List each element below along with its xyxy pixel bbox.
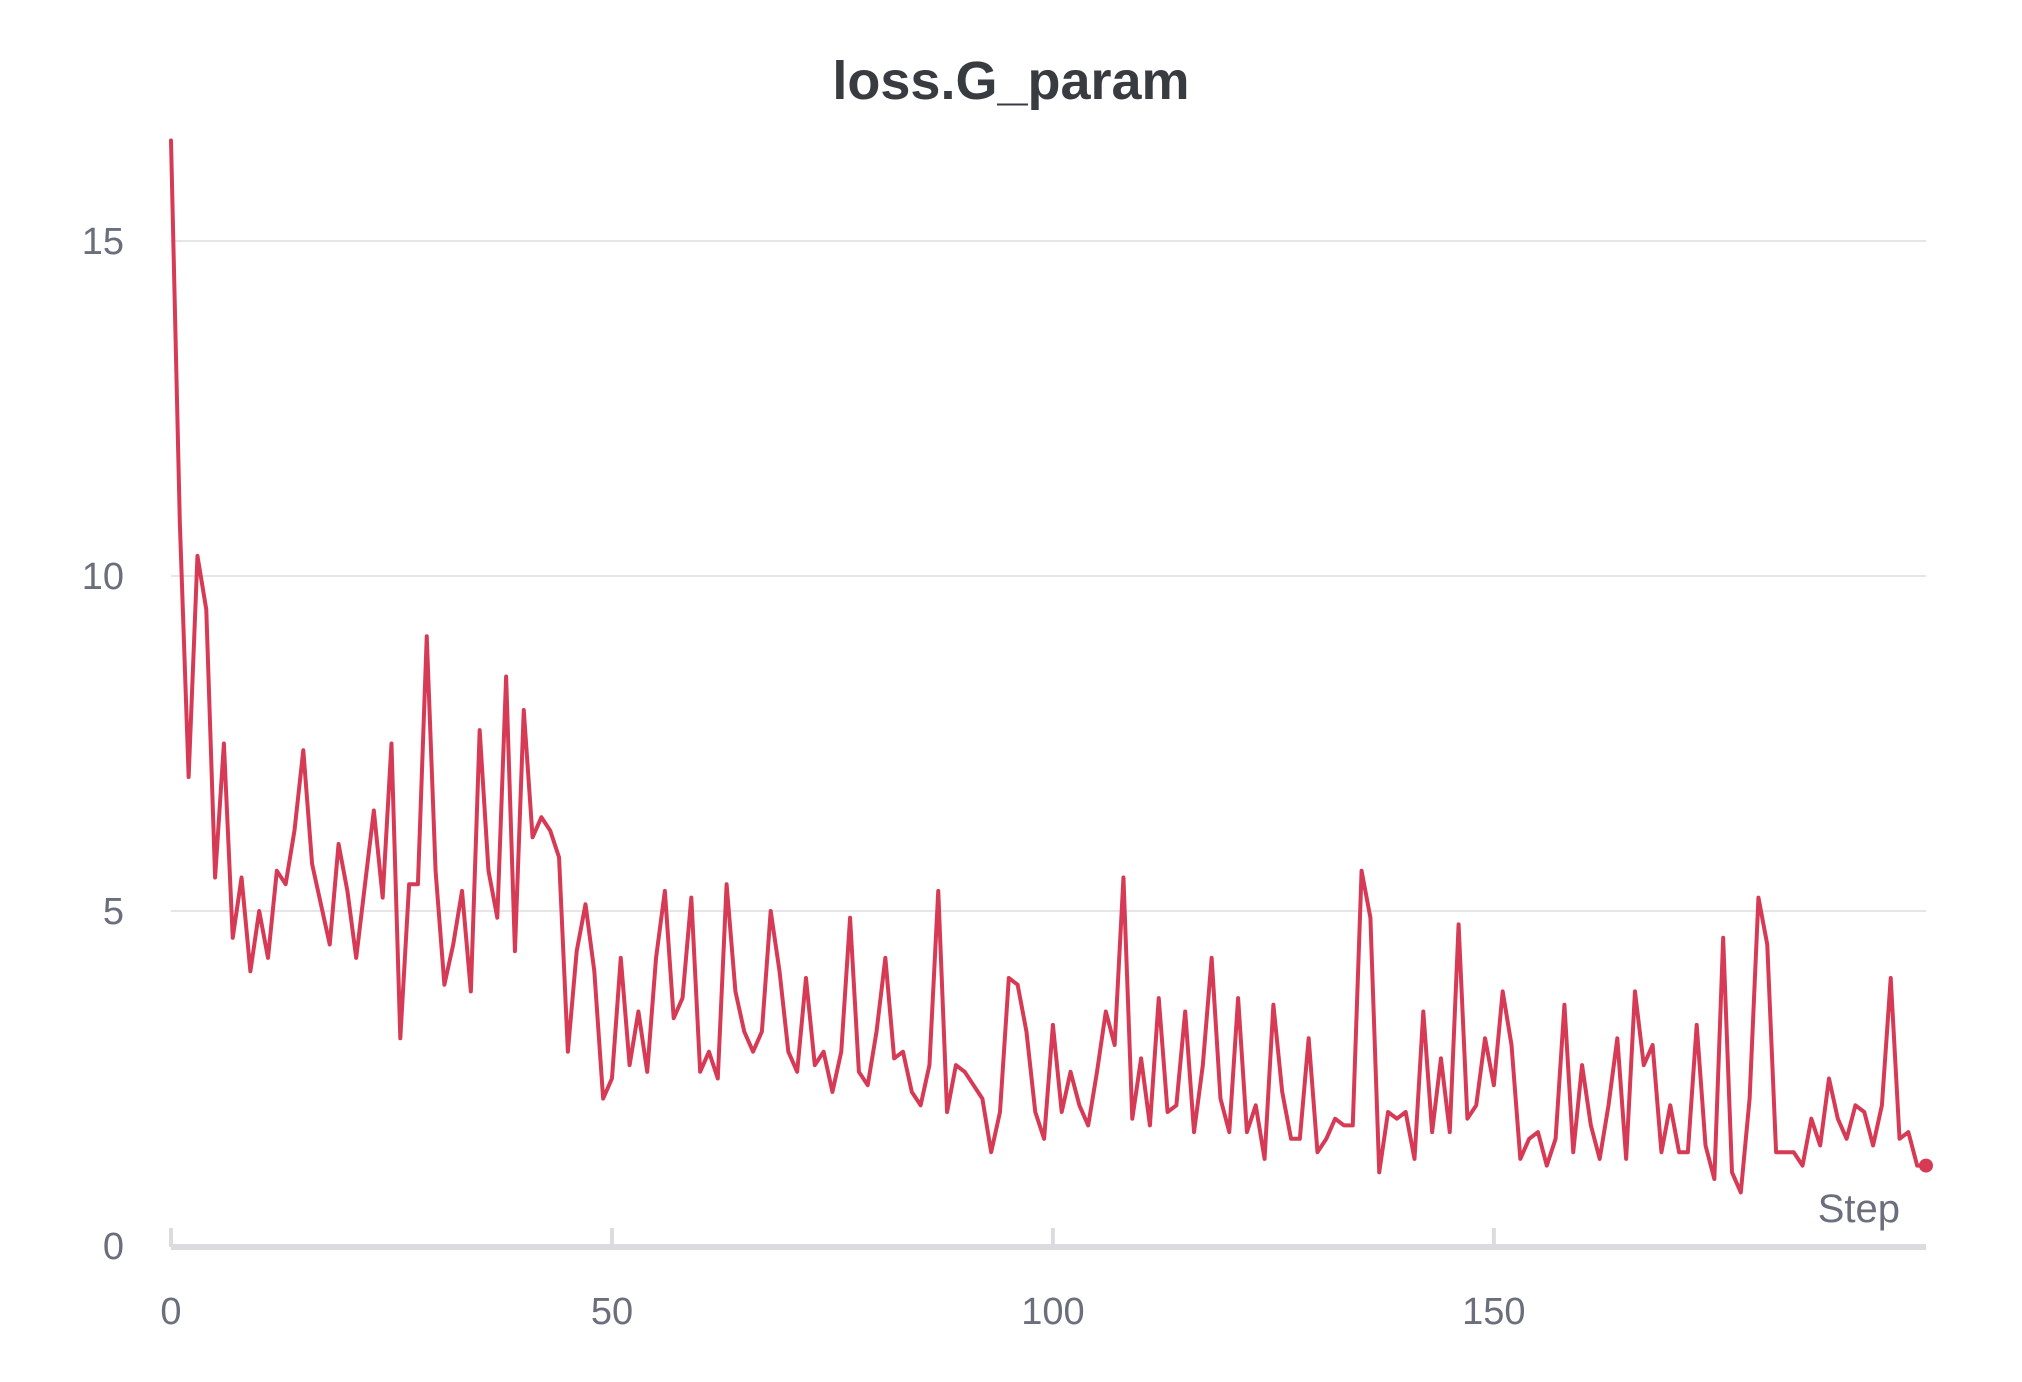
x-tick-label: 100: [1021, 1291, 1084, 1333]
y-tick-label: 15: [82, 221, 124, 263]
chart-title: loss.G_param: [832, 51, 1190, 111]
label-layer: Step: [1818, 1187, 1900, 1231]
x-tick-label: 0: [160, 1291, 181, 1333]
x-axis-label: Step: [1818, 1187, 1900, 1231]
series-line: [169, 138, 1928, 1195]
y-tick-label: 5: [103, 891, 124, 933]
y-tick-label: 10: [82, 556, 124, 598]
x-tick-label: 50: [591, 1291, 633, 1333]
series-layer: [169, 138, 1933, 1195]
x-tick-label: 150: [1462, 1291, 1525, 1333]
series-endpoint-marker: [1919, 1158, 1933, 1173]
y-tick-label: 0: [103, 1226, 124, 1268]
